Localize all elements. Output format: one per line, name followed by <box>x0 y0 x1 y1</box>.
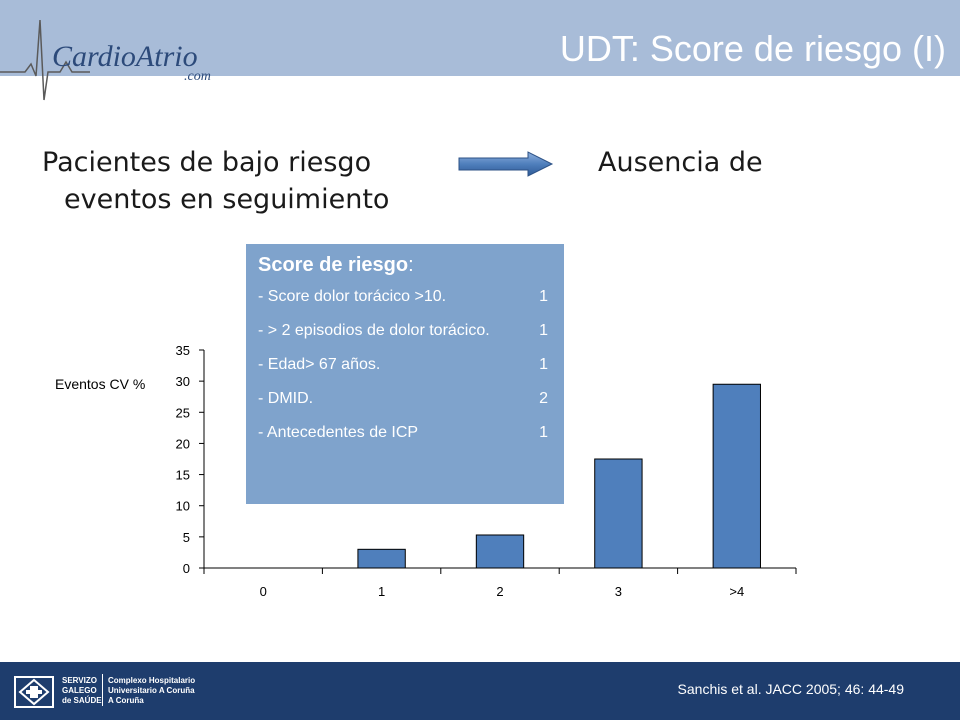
logo-subtext: .com <box>184 69 211 84</box>
score-item: - Score dolor torácico >10. 1 <box>258 287 552 306</box>
score-box-title-text: Score de riesgo <box>258 254 409 276</box>
score-item-label: - Score dolor torácico >10. <box>258 288 447 305</box>
score-item-label: - Antecedentes de ICP <box>258 424 419 441</box>
score-item: - Antecedentes de ICP 1 <box>258 423 552 442</box>
bar <box>357 548 406 569</box>
y-tick-label: 35 <box>176 343 190 358</box>
bar <box>594 458 643 569</box>
hosp-line1: Complexo Hospitalario <box>108 676 196 685</box>
x-tick-label: 3 <box>615 584 622 599</box>
score-box-title: Score de riesgo: <box>258 254 552 277</box>
x-tick-label: 2 <box>496 584 503 599</box>
header-bar <box>0 0 960 76</box>
score-item-points: 1 <box>539 424 548 441</box>
right-arrow-icon <box>458 151 554 177</box>
score-item-points: 1 <box>539 356 548 373</box>
bar <box>475 534 525 569</box>
org-line2: GALEGO <box>62 686 97 695</box>
y-tick-label: 25 <box>176 405 190 420</box>
bar <box>712 383 761 569</box>
score-item-points: 2 <box>539 390 548 407</box>
score-item-points: 1 <box>539 322 548 339</box>
x-tick-label: >4 <box>729 584 744 599</box>
org-line1: SERVIZO <box>62 676 97 685</box>
y-tick-label: 0 <box>183 561 190 576</box>
subtitle-part3: eventos en seguimiento <box>64 184 390 215</box>
cardioatrio-logo: CardioAtrio .com <box>0 0 250 110</box>
score-item-label: - Edad> 67 años. <box>258 356 381 373</box>
score-item-points: 1 <box>539 288 548 305</box>
slide-title: UDT: Score de riesgo (I) <box>559 28 946 69</box>
logo-text: CardioAtrio <box>52 40 198 73</box>
score-item: - > 2 episodios de dolor torácico. 1 <box>258 321 552 340</box>
score-item-label: - DMID. <box>258 390 314 407</box>
score-item: - Edad> 67 años. 1 <box>258 355 552 374</box>
org-line3: de SAÚDE <box>62 696 102 705</box>
citation: Sanchis et al. JACC 2005; 46: 44-49 <box>677 681 904 697</box>
servizo-galego-logo: SERVIZO GALEGO de SAÚDE Complexo Hospita… <box>14 670 234 714</box>
y-tick-label: 5 <box>183 530 190 545</box>
score-box: Score de riesgo: - Score dolor torácico … <box>246 244 564 504</box>
subtitle: Pacientes de bajo riesgo eventos en segu… <box>42 144 922 218</box>
subtitle-part2: Ausencia de <box>598 147 763 178</box>
hosp-line2: Universitario A Coruña <box>108 686 195 695</box>
footer-divider <box>102 674 103 706</box>
y-axis-label: Eventos CV % <box>55 376 146 392</box>
y-tick-label: 15 <box>176 468 190 483</box>
x-tick-label: 0 <box>260 584 267 599</box>
y-tick-label: 10 <box>176 499 190 514</box>
bar-chart: 0 5 10 15 20 25 30 35 0 1 2 3 >4 <box>176 343 797 599</box>
x-tick-label: 1 <box>378 584 385 599</box>
score-box-title-colon: : <box>408 254 414 276</box>
score-item: - DMID. 2 <box>258 389 552 408</box>
y-tick-label: 20 <box>176 436 190 451</box>
y-tick-label: 30 <box>176 374 190 389</box>
score-item-label: - > 2 episodios de dolor torácico. <box>258 322 490 339</box>
footer-bar: SERVIZO GALEGO de SAÚDE Complexo Hospita… <box>0 662 960 720</box>
subtitle-part1: Pacientes de bajo riesgo <box>42 147 372 178</box>
sergas-emblem-icon <box>14 676 54 708</box>
hosp-line3: A Coruña <box>108 696 144 705</box>
